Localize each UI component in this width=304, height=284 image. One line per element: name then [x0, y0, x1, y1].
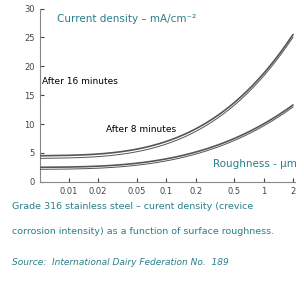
- Text: Current density – mA/cm⁻²: Current density – mA/cm⁻²: [57, 14, 196, 24]
- Text: Roughness - μm: Roughness - μm: [213, 159, 297, 170]
- Text: After 16 minutes: After 16 minutes: [42, 77, 118, 86]
- Text: Source:  International Dairy Federation No.  189: Source: International Dairy Federation N…: [12, 258, 229, 268]
- Text: After 8 minutes: After 8 minutes: [106, 125, 176, 134]
- Text: corrosion intensity) as a function of surface roughness.: corrosion intensity) as a function of su…: [12, 227, 274, 236]
- Text: Grade 316 stainless steel – curent density (crevice: Grade 316 stainless steel – curent densi…: [12, 202, 254, 211]
